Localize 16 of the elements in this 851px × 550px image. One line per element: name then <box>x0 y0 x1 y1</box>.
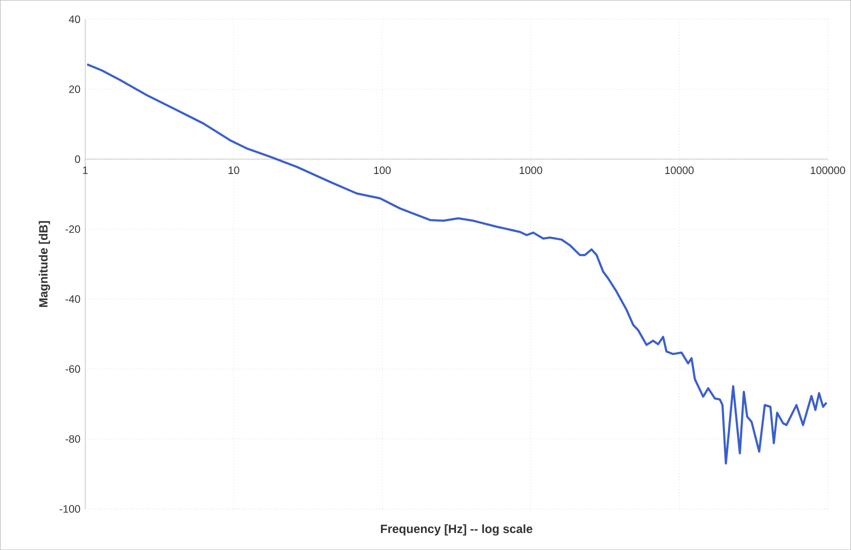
y-tick-label: 0 <box>75 155 80 163</box>
x-tick-label: 1 <box>83 166 88 174</box>
y-tick-label: 40 <box>68 15 80 23</box>
y-tick-label: -80 <box>66 435 80 443</box>
x-tick-label: 100 <box>374 166 391 174</box>
y-tick-label: -40 <box>66 295 80 303</box>
x-tick-label: 10000 <box>665 166 694 174</box>
x-tick-label: 10 <box>228 166 240 174</box>
x-axis-title: Frequency [Hz] -- log scale <box>380 524 532 536</box>
x-tick-label: 100000 <box>810 166 846 174</box>
x-tick-label: 1000 <box>520 166 542 174</box>
y-tick-label: 20 <box>69 85 80 93</box>
y-axis-title: Magnitude [dB] <box>38 221 50 307</box>
y-tick-label: -60 <box>66 365 80 373</box>
y-tick-label: -20 <box>66 225 80 233</box>
y-tick-label: -100 <box>60 505 80 513</box>
